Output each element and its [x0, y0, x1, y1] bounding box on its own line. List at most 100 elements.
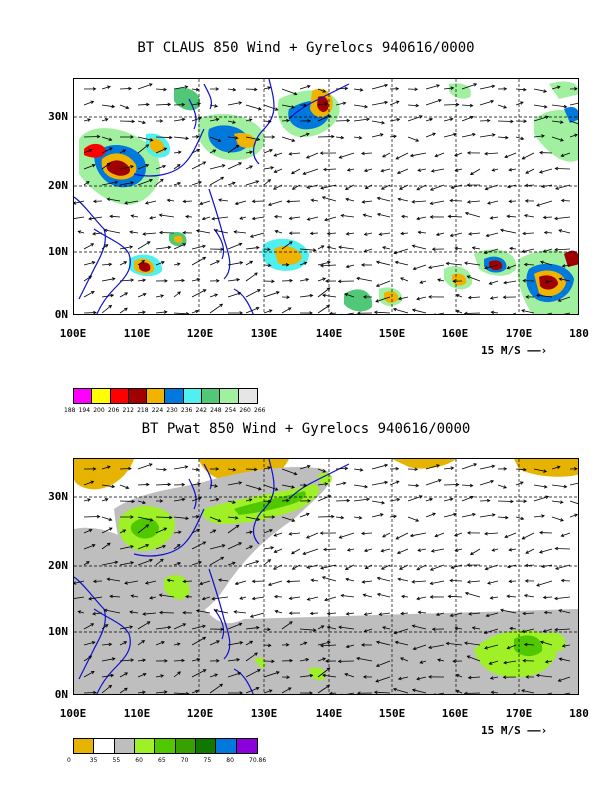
wind-vector — [263, 529, 273, 534]
wind-vector-head — [286, 675, 291, 679]
wind-vector — [364, 248, 373, 252]
wind-vector — [159, 594, 175, 598]
wind-vector — [227, 468, 236, 471]
wind-vector-head — [195, 309, 200, 314]
wind-vector-head — [130, 561, 135, 565]
wind-vector-head — [502, 295, 507, 299]
wind-vector-head — [93, 310, 97, 314]
wind-vector — [346, 264, 355, 268]
wind-vector-head — [249, 150, 253, 155]
wind-vector-head — [273, 549, 278, 553]
wind-vector — [425, 99, 442, 106]
wind-vector-head — [195, 87, 200, 92]
wind-vector — [191, 257, 206, 266]
wind-vector — [446, 262, 463, 266]
wind-vector-head — [414, 87, 419, 92]
wind-vector-head — [146, 102, 150, 107]
wind-vector-head — [356, 691, 361, 694]
wind-vector — [418, 611, 427, 614]
top-ylabel-10n: 10N — [48, 245, 68, 258]
wind-vector — [371, 500, 385, 504]
wind-vector-head — [219, 303, 224, 308]
wind-vector — [479, 465, 495, 470]
wind-vector — [322, 576, 337, 582]
wind-vector — [377, 577, 391, 582]
wind-vector — [263, 179, 271, 186]
wind-vector-head — [326, 685, 330, 689]
wind-vector — [191, 658, 200, 662]
wind-vector — [268, 580, 283, 586]
wind-vector-head — [469, 551, 474, 556]
wind-vector-head — [142, 612, 146, 616]
wind-vector-head — [181, 102, 186, 107]
wind-vector-head — [363, 548, 368, 553]
wind-vector — [363, 214, 373, 218]
wind-vector — [101, 484, 115, 488]
wind-vector — [524, 214, 535, 218]
wind-vector — [299, 294, 313, 298]
wind-vector — [145, 580, 157, 584]
wind-vector — [554, 248, 571, 251]
wind-vector — [323, 548, 337, 551]
wind-vector-head — [393, 514, 397, 519]
wind-vector — [317, 495, 331, 502]
wind-vector — [431, 548, 445, 552]
wind-vector — [555, 168, 571, 170]
colorbar-tick-label: 200 — [93, 407, 105, 414]
wind-vector — [183, 200, 193, 202]
wind-vector-head — [307, 119, 311, 123]
wind-vector-head — [108, 517, 113, 522]
wind-vector-head — [322, 89, 327, 93]
wind-vector — [317, 625, 324, 630]
wind-vector — [263, 500, 271, 503]
wind-vector — [119, 246, 133, 250]
wind-vector — [209, 118, 219, 122]
wind-vector-head — [543, 484, 548, 489]
wind-vector-head — [522, 278, 526, 283]
colorbar-swatch — [92, 389, 111, 403]
wind-vector-head — [487, 201, 491, 205]
wind-vector-head — [523, 642, 528, 647]
wind-vector — [412, 689, 427, 694]
colorbar-swatch — [155, 739, 176, 753]
wind-vector — [515, 88, 527, 91]
wind-vector-head — [436, 464, 441, 468]
wind-vector-head — [249, 530, 253, 535]
wind-vector-head — [122, 529, 127, 533]
wind-vector — [155, 295, 164, 298]
wind-vector — [486, 612, 499, 617]
wind-vector-head — [382, 534, 386, 538]
wind-vector — [149, 216, 157, 219]
wind-vector — [227, 516, 238, 519]
wind-vector — [299, 85, 311, 90]
wind-vector — [281, 687, 292, 694]
wind-vector-head — [202, 624, 206, 629]
bottom-xlabel-130e: 130E — [250, 707, 278, 720]
wind-vector — [412, 245, 427, 250]
wind-vector — [522, 628, 535, 633]
wind-vector-head — [358, 515, 363, 520]
wind-vector-head — [182, 243, 187, 247]
wind-vector — [83, 623, 94, 630]
wind-vector-head — [236, 658, 241, 662]
wind-vector-head — [85, 181, 90, 185]
wind-vector — [281, 120, 290, 122]
wind-vector — [101, 136, 112, 141]
wind-vector — [374, 691, 391, 694]
wind-vector-head — [123, 261, 128, 265]
wind-vector — [559, 658, 571, 662]
wind-vector — [545, 660, 553, 663]
wind-vector — [371, 101, 388, 106]
colorbar-tick-label: 80 — [226, 757, 234, 764]
wind-vector — [346, 692, 355, 694]
wind-vector-head — [124, 687, 128, 692]
wind-vector — [443, 87, 454, 90]
wind-vector-head — [305, 155, 310, 159]
wind-vector — [299, 465, 311, 470]
wind-vector-head — [542, 249, 547, 253]
wind-vector — [196, 230, 211, 234]
wind-vector — [83, 136, 100, 138]
wind-vector-head — [574, 467, 578, 471]
wind-vector — [467, 655, 481, 662]
wind-vector — [317, 305, 330, 314]
